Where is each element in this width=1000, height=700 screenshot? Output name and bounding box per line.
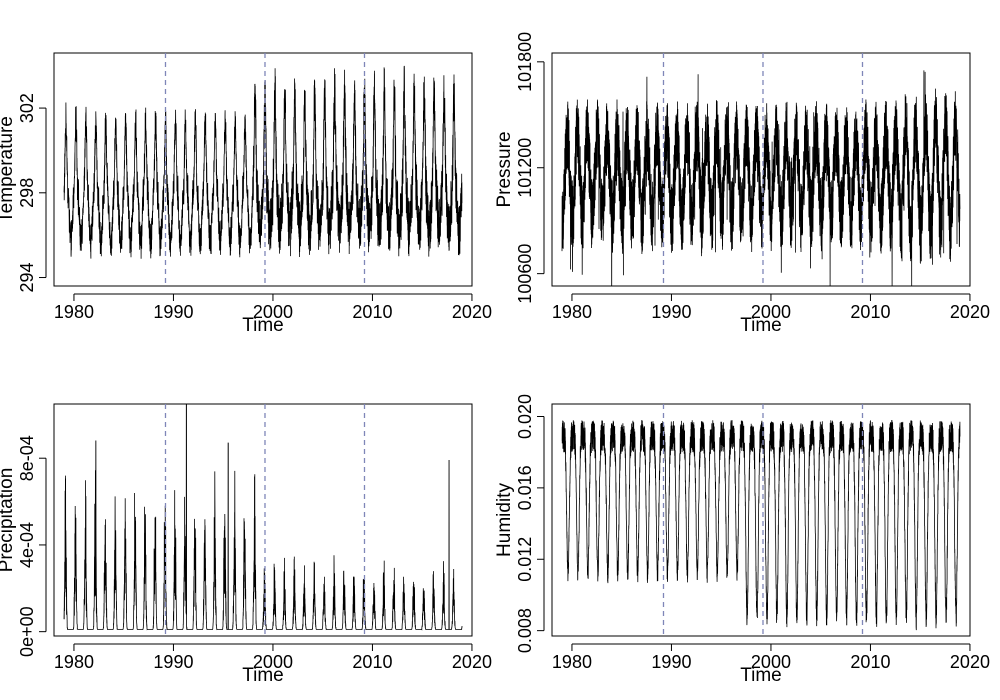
x-tick-label: 2010 bbox=[850, 302, 890, 322]
plot-frame bbox=[551, 52, 971, 287]
x-tick-label: 2000 bbox=[253, 302, 293, 322]
y-tick-label: 294 bbox=[17, 263, 37, 293]
x-tick-label: 2010 bbox=[850, 652, 890, 672]
y-axis-title: Precipitation bbox=[0, 468, 17, 573]
x-tick-label: 2000 bbox=[751, 302, 791, 322]
x-tick-label: 1990 bbox=[153, 652, 193, 672]
x-tick-label: 1990 bbox=[651, 652, 691, 672]
x-axis-title: Time bbox=[740, 315, 782, 336]
x-axis-title: Time bbox=[740, 665, 782, 686]
y-tick-label: 8e-04 bbox=[17, 435, 37, 481]
series-line bbox=[63, 65, 463, 259]
series-line bbox=[63, 404, 463, 631]
y-tick-label: 298 bbox=[17, 178, 37, 208]
x-tick-label: 1980 bbox=[54, 652, 94, 672]
y-tick-label: 0.016 bbox=[515, 465, 535, 510]
x-tick-label: 1980 bbox=[552, 652, 592, 672]
plot-frame bbox=[551, 403, 971, 637]
precipitation-panel: 1980 1990 2000 2010 2020 Time 0e+00 4e-04 8e-04P… bbox=[0, 403, 492, 686]
y-tick-label: 0.008 bbox=[515, 608, 535, 653]
x-axis-title: Time bbox=[242, 665, 284, 686]
x-tick-label: 1980 bbox=[54, 302, 94, 322]
series-line bbox=[561, 420, 961, 631]
x-tick-label: 2010 bbox=[352, 302, 392, 322]
x-tick-label: 2020 bbox=[452, 652, 492, 672]
x-tick-label: 1990 bbox=[153, 302, 193, 322]
y-tick-label: 4e-04 bbox=[17, 522, 37, 568]
x-tick-label: 2020 bbox=[950, 302, 990, 322]
x-tick-label: 2020 bbox=[452, 302, 492, 322]
x-tick-label: 1980 bbox=[552, 302, 592, 322]
y-axis-title: Temperature bbox=[0, 116, 17, 223]
plot-frame bbox=[53, 52, 473, 287]
y-tick-label: 0.020 bbox=[515, 394, 535, 439]
x-axis-title: Time bbox=[242, 315, 284, 336]
plot-frame bbox=[53, 403, 473, 637]
x-tick-label: 2000 bbox=[253, 652, 293, 672]
y-axis-title: Pressure bbox=[494, 131, 515, 207]
series-line bbox=[561, 70, 961, 286]
x-tick-label: 1990 bbox=[651, 302, 691, 322]
humidity-panel: 1980 1990 2000 2010 2020 Time 0.008 0.012 0.016 0… bbox=[494, 394, 990, 686]
x-tick-label: 2020 bbox=[950, 652, 990, 672]
x-tick-label: 2010 bbox=[352, 652, 392, 672]
y-axis-title: Humidity bbox=[494, 483, 515, 557]
x-tick-label: 2000 bbox=[751, 652, 791, 672]
y-tick-label: 101200 bbox=[515, 138, 535, 198]
y-tick-label: 101800 bbox=[515, 32, 535, 92]
y-tick-label: 0.012 bbox=[515, 537, 535, 582]
y-tick-label: 100600 bbox=[515, 244, 535, 304]
pressure-panel: 1980 1990 2000 2010 2020 Time 100600 101200 1018… bbox=[494, 32, 990, 336]
y-tick-label: 0e+00 bbox=[17, 606, 37, 657]
temperature-panel: 1980 1990 2000 2010 2020 Time 294 298 302Tempera… bbox=[0, 52, 492, 336]
y-tick-label: 302 bbox=[17, 93, 37, 123]
